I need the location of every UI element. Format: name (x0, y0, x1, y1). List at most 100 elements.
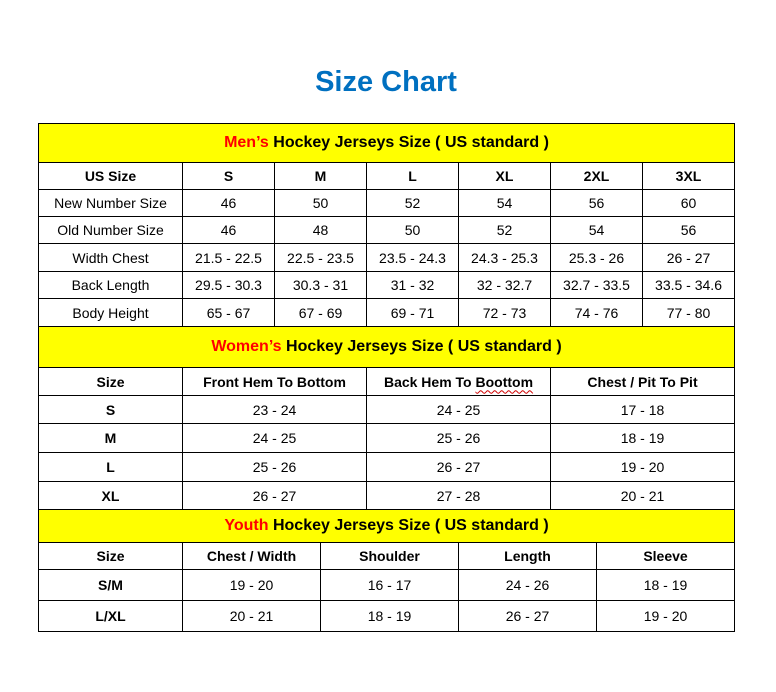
women-size-table: Women’s Hockey Jerseys Size ( US standar… (37, 326, 736, 510)
table-row: L/XL 20 - 21 18 - 19 26 - 27 19 - 20 (38, 600, 736, 632)
table-row: L 25 - 26 26 - 27 19 - 20 (38, 452, 736, 482)
table-row: Width Chest 21.5 - 22.5 22.5 - 23.5 23.5 - … (38, 243, 736, 272)
column-header: Front Hem To Bottom (182, 367, 367, 396)
table-cell: 56 (641, 216, 736, 244)
table-cell: 25.3 - 26 (550, 243, 643, 272)
table-cell: 69 - 71 (366, 298, 459, 327)
row-label: S/M (38, 569, 183, 601)
table-row: S 23 - 24 24 - 25 17 - 18 (38, 395, 736, 424)
table-cell: 30.3 - 31 (274, 271, 367, 299)
table-cell: 67 - 69 (274, 298, 367, 327)
table-cell: 26 - 27 (366, 452, 551, 482)
table-cell: 22.5 - 23.5 (274, 243, 367, 272)
row-label: L (38, 452, 183, 482)
column-header: Chest / Width (182, 542, 321, 570)
table-cell: 19 - 20 (549, 452, 736, 482)
table-cell: 46 (182, 189, 275, 217)
table-cell: 54 (458, 189, 551, 217)
table-cell: 32.7 - 33.5 (550, 271, 643, 299)
row-label: Old Number Size (38, 216, 183, 244)
header-row: US Size S M L XL 2XL 3XL (38, 162, 736, 190)
table-cell: 77 - 80 (641, 298, 736, 327)
women-section-heading: Women’s Hockey Jerseys Size ( US standar… (37, 326, 736, 368)
table-cell: 33.5 - 34.6 (641, 271, 736, 299)
heading-accent: Women’s (211, 338, 282, 355)
table-cell: 20 - 21 (549, 481, 736, 510)
column-header: Sleeve (595, 542, 736, 570)
row-label: New Number Size (38, 189, 183, 217)
table-row: S/M 19 - 20 16 - 17 24 - 26 18 - 19 (38, 569, 736, 601)
column-header: L (366, 162, 459, 190)
column-header: XL (458, 162, 551, 190)
table-cell: 18 - 19 (595, 569, 736, 601)
column-header: S (182, 162, 275, 190)
column-header: Size (38, 542, 183, 570)
row-label: Width Chest (38, 243, 183, 272)
table-cell: 24.3 - 25.3 (458, 243, 551, 272)
heading-text: Hockey Jerseys Size ( US standard ) (268, 517, 549, 534)
table-cell: 24 - 25 (182, 423, 367, 453)
table-cell: 24 - 25 (366, 395, 551, 424)
column-header: US Size (38, 162, 183, 190)
men-section-heading: Men’s Hockey Jerseys Size ( US standard … (37, 123, 736, 163)
table-cell: 50 (274, 189, 367, 217)
youth-size-table: Youth Hockey Jerseys Size ( US standard … (37, 509, 736, 632)
header-row: Size Front Hem To Bottom Back Hem To Boott… (38, 367, 736, 396)
table-cell: 29.5 - 30.3 (182, 271, 275, 299)
column-header: 2XL (550, 162, 643, 190)
column-header: M (274, 162, 367, 190)
table-cell: 54 (550, 216, 643, 244)
table-row: New Number Size 46 50 52 54 56 60 (38, 189, 736, 217)
table-cell: 26 - 27 (641, 243, 736, 272)
table-cell: 32 - 32.7 (458, 271, 551, 299)
table-cell: 46 (182, 216, 275, 244)
table-row: Back Length 29.5 - 30.3 30.3 - 31 31 - 32 32… (38, 271, 736, 299)
heading-text: Hockey Jerseys Size ( US standard ) (281, 338, 562, 355)
column-header: Back Hem To Boottom (366, 367, 551, 396)
table-cell: 74 - 76 (550, 298, 643, 327)
table-cell: 25 - 26 (366, 423, 551, 453)
table-row: XL 26 - 27 27 - 28 20 - 21 (38, 481, 736, 510)
column-header: Chest / Pit To Pit (549, 367, 736, 396)
table-cell: 25 - 26 (182, 452, 367, 482)
row-label: XL (38, 481, 183, 510)
table-cell: 31 - 32 (366, 271, 459, 299)
table-cell: 19 - 20 (182, 569, 321, 601)
table-cell: 60 (641, 189, 736, 217)
row-label: M (38, 423, 183, 453)
table-row: Old Number Size 46 48 50 52 54 56 (38, 216, 736, 244)
table-cell: 56 (550, 189, 643, 217)
table-cell: 65 - 67 (182, 298, 275, 327)
page-title: Size Chart (315, 66, 457, 98)
table-cell: 23 - 24 (182, 395, 367, 424)
table-cell: 23.5 - 24.3 (366, 243, 459, 272)
column-header: Shoulder (320, 542, 459, 570)
column-header: Length (458, 542, 597, 570)
row-label: S (38, 395, 183, 424)
table-cell: 18 - 19 (320, 600, 459, 632)
table-cell: 52 (458, 216, 551, 244)
table-cell: 27 - 28 (366, 481, 551, 510)
table-cell: 50 (366, 216, 459, 244)
table-cell: 24 - 26 (458, 569, 597, 601)
table-row: M 24 - 25 25 - 26 18 - 19 (38, 423, 736, 453)
column-header: 3XL (641, 162, 736, 190)
heading-text: Hockey Jerseys Size ( US standard ) (268, 134, 549, 151)
header-row: Size Chest / Width Shoulder Length Sleeve (38, 542, 736, 570)
table-cell: 72 - 73 (458, 298, 551, 327)
row-label: Body Height (38, 298, 183, 327)
row-label: Back Length (38, 271, 183, 299)
table-cell: 48 (274, 216, 367, 244)
table-cell: 26 - 27 (458, 600, 597, 632)
table-cell: 20 - 21 (182, 600, 321, 632)
table-cell: 18 - 19 (549, 423, 736, 453)
table-cell: 21.5 - 22.5 (182, 243, 275, 272)
heading-accent: Men’s (224, 134, 269, 151)
table-cell: 19 - 20 (595, 600, 736, 632)
table-cell: 52 (366, 189, 459, 217)
row-label: L/XL (38, 600, 183, 632)
table-cell: 17 - 18 (549, 395, 736, 424)
table-cell: 16 - 17 (320, 569, 459, 601)
table-cell: 26 - 27 (182, 481, 367, 510)
heading-accent: Youth (224, 517, 269, 534)
